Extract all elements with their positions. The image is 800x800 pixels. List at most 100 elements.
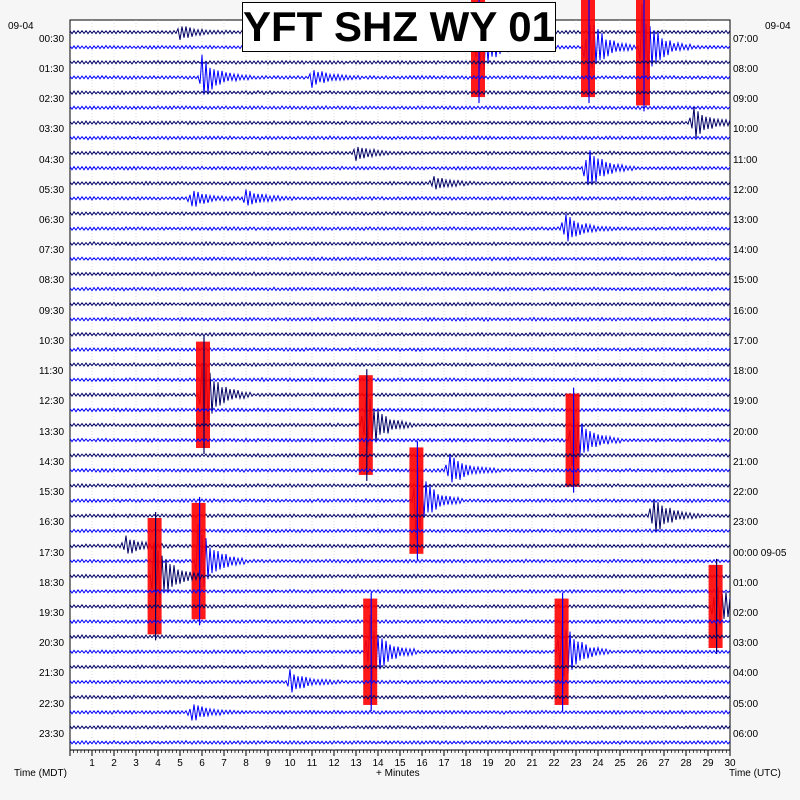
x-tick-label: 2 [111, 758, 117, 769]
left-time-label: 08:30 [39, 275, 65, 287]
x-tick-label: 21 [526, 758, 538, 769]
x-tick-label: 9 [265, 758, 271, 769]
x-tick-label: 28 [680, 758, 692, 769]
x-tick-label: 12 [328, 758, 340, 769]
trace-line [69, 524, 731, 596]
right-time-label: 00:00 09-05 [733, 547, 787, 559]
x-axis-left-label: Time (MDT) [14, 768, 67, 779]
x-tick-label: 30 [724, 758, 736, 769]
left-time-label: 01:30 [39, 63, 65, 75]
trace-line [69, 135, 731, 141]
x-tick-label: 24 [592, 758, 604, 769]
x-tick-label: 18 [460, 758, 472, 769]
right-time-label: 06:00 [733, 728, 759, 740]
trace-line [69, 104, 731, 111]
trace-line [69, 411, 731, 467]
right-time-label: 23:00 [733, 517, 759, 529]
trace-line [69, 694, 731, 700]
right-time-label: 21:00 [733, 456, 759, 468]
trace-line [69, 618, 731, 625]
left-time-label: 22:30 [39, 698, 65, 710]
x-tick-label: 8 [243, 758, 249, 769]
trace-line [69, 176, 731, 190]
trace-line [69, 588, 731, 594]
left-time-label: 03:30 [39, 124, 65, 136]
right-time-label: 18:00 [733, 366, 759, 378]
right-time-label: 05:00 [733, 698, 759, 710]
trace-line [69, 528, 731, 534]
x-tick-label: 14 [372, 758, 384, 769]
right-time-label: 01:00 [733, 577, 759, 589]
trace-line [69, 482, 731, 489]
station-title: YFT SHZ WY 01 [242, 2, 556, 52]
x-tick-label: 26 [636, 758, 648, 769]
trace-line [69, 466, 731, 540]
left-time-label: 20:30 [39, 638, 65, 650]
right-time-label: 04:00 [733, 668, 759, 680]
trace-line [69, 704, 731, 721]
trace-line [69, 407, 731, 413]
clipped-event-marker [554, 598, 569, 705]
trace-line [69, 59, 731, 66]
trace-line [69, 189, 731, 207]
clipped-event-marker [191, 502, 206, 620]
clipped-event-marker [581, 0, 595, 98]
trace-line [69, 454, 731, 483]
trace-line [69, 346, 731, 353]
clipped-event-marker [147, 518, 162, 635]
trace-line [69, 106, 731, 138]
left-time-label: 07:30 [39, 245, 65, 257]
trace-line [69, 241, 731, 247]
left-time-label: 21:30 [39, 668, 65, 680]
trace-line [69, 541, 731, 606]
x-tick-label: 19 [482, 758, 494, 769]
right-time-label: 08:00 [733, 63, 759, 75]
right-time-label: 19:00 [733, 396, 759, 408]
left-time-label: 17:30 [39, 547, 65, 559]
trace-line [69, 301, 731, 307]
x-tick-label: 5 [177, 758, 183, 769]
left-time-label: 04:30 [39, 154, 65, 166]
right-time-label: 22:00 [733, 487, 759, 499]
clipped-event-marker [363, 598, 378, 705]
x-tick-label: 25 [614, 758, 626, 769]
trace-line [69, 210, 731, 217]
x-tick-label: 22 [548, 758, 560, 769]
trace-line [69, 150, 731, 186]
left-time-label: 12:30 [39, 396, 65, 408]
x-tick-label: 11 [307, 758, 318, 769]
plot-area [69, 19, 731, 751]
left-time-label: 18:30 [39, 577, 65, 589]
left-time-label: 09:30 [39, 305, 65, 317]
trace-line [69, 633, 731, 640]
trace-line [69, 664, 731, 670]
right-time-label: 14:00 [733, 245, 759, 257]
trace-line [69, 331, 731, 338]
left-time-label: 19:30 [39, 607, 65, 619]
trace-line [69, 286, 731, 292]
x-tick-label: 15 [394, 758, 406, 769]
left-time-label: 06:30 [39, 215, 65, 226]
trace-line [69, 146, 731, 161]
clipped-event-marker [636, 0, 650, 106]
right-time-label: 16:00 [733, 305, 759, 317]
left-time-label: 02:30 [39, 94, 65, 106]
x-tick-label: 13 [350, 758, 362, 769]
right-time-label: 12:00 [733, 184, 759, 196]
clipped-event-marker [708, 564, 723, 648]
trace-line [69, 499, 731, 533]
right-time-label: 10:00 [733, 124, 759, 136]
x-tick-label: 10 [284, 758, 296, 769]
left-time-label: 10:30 [39, 335, 65, 347]
left-time-label: 11:30 [39, 366, 64, 378]
trace-line [69, 739, 731, 746]
right-time-label: 20:00 [733, 426, 759, 438]
trace-line [69, 213, 731, 242]
trace-line [69, 535, 731, 554]
right-time-label: 09:00 [733, 94, 759, 106]
x-tick-label: 7 [221, 758, 227, 769]
x-tick-label: 4 [155, 758, 161, 769]
x-tick-label: 17 [438, 758, 450, 769]
trace-line [69, 89, 731, 96]
